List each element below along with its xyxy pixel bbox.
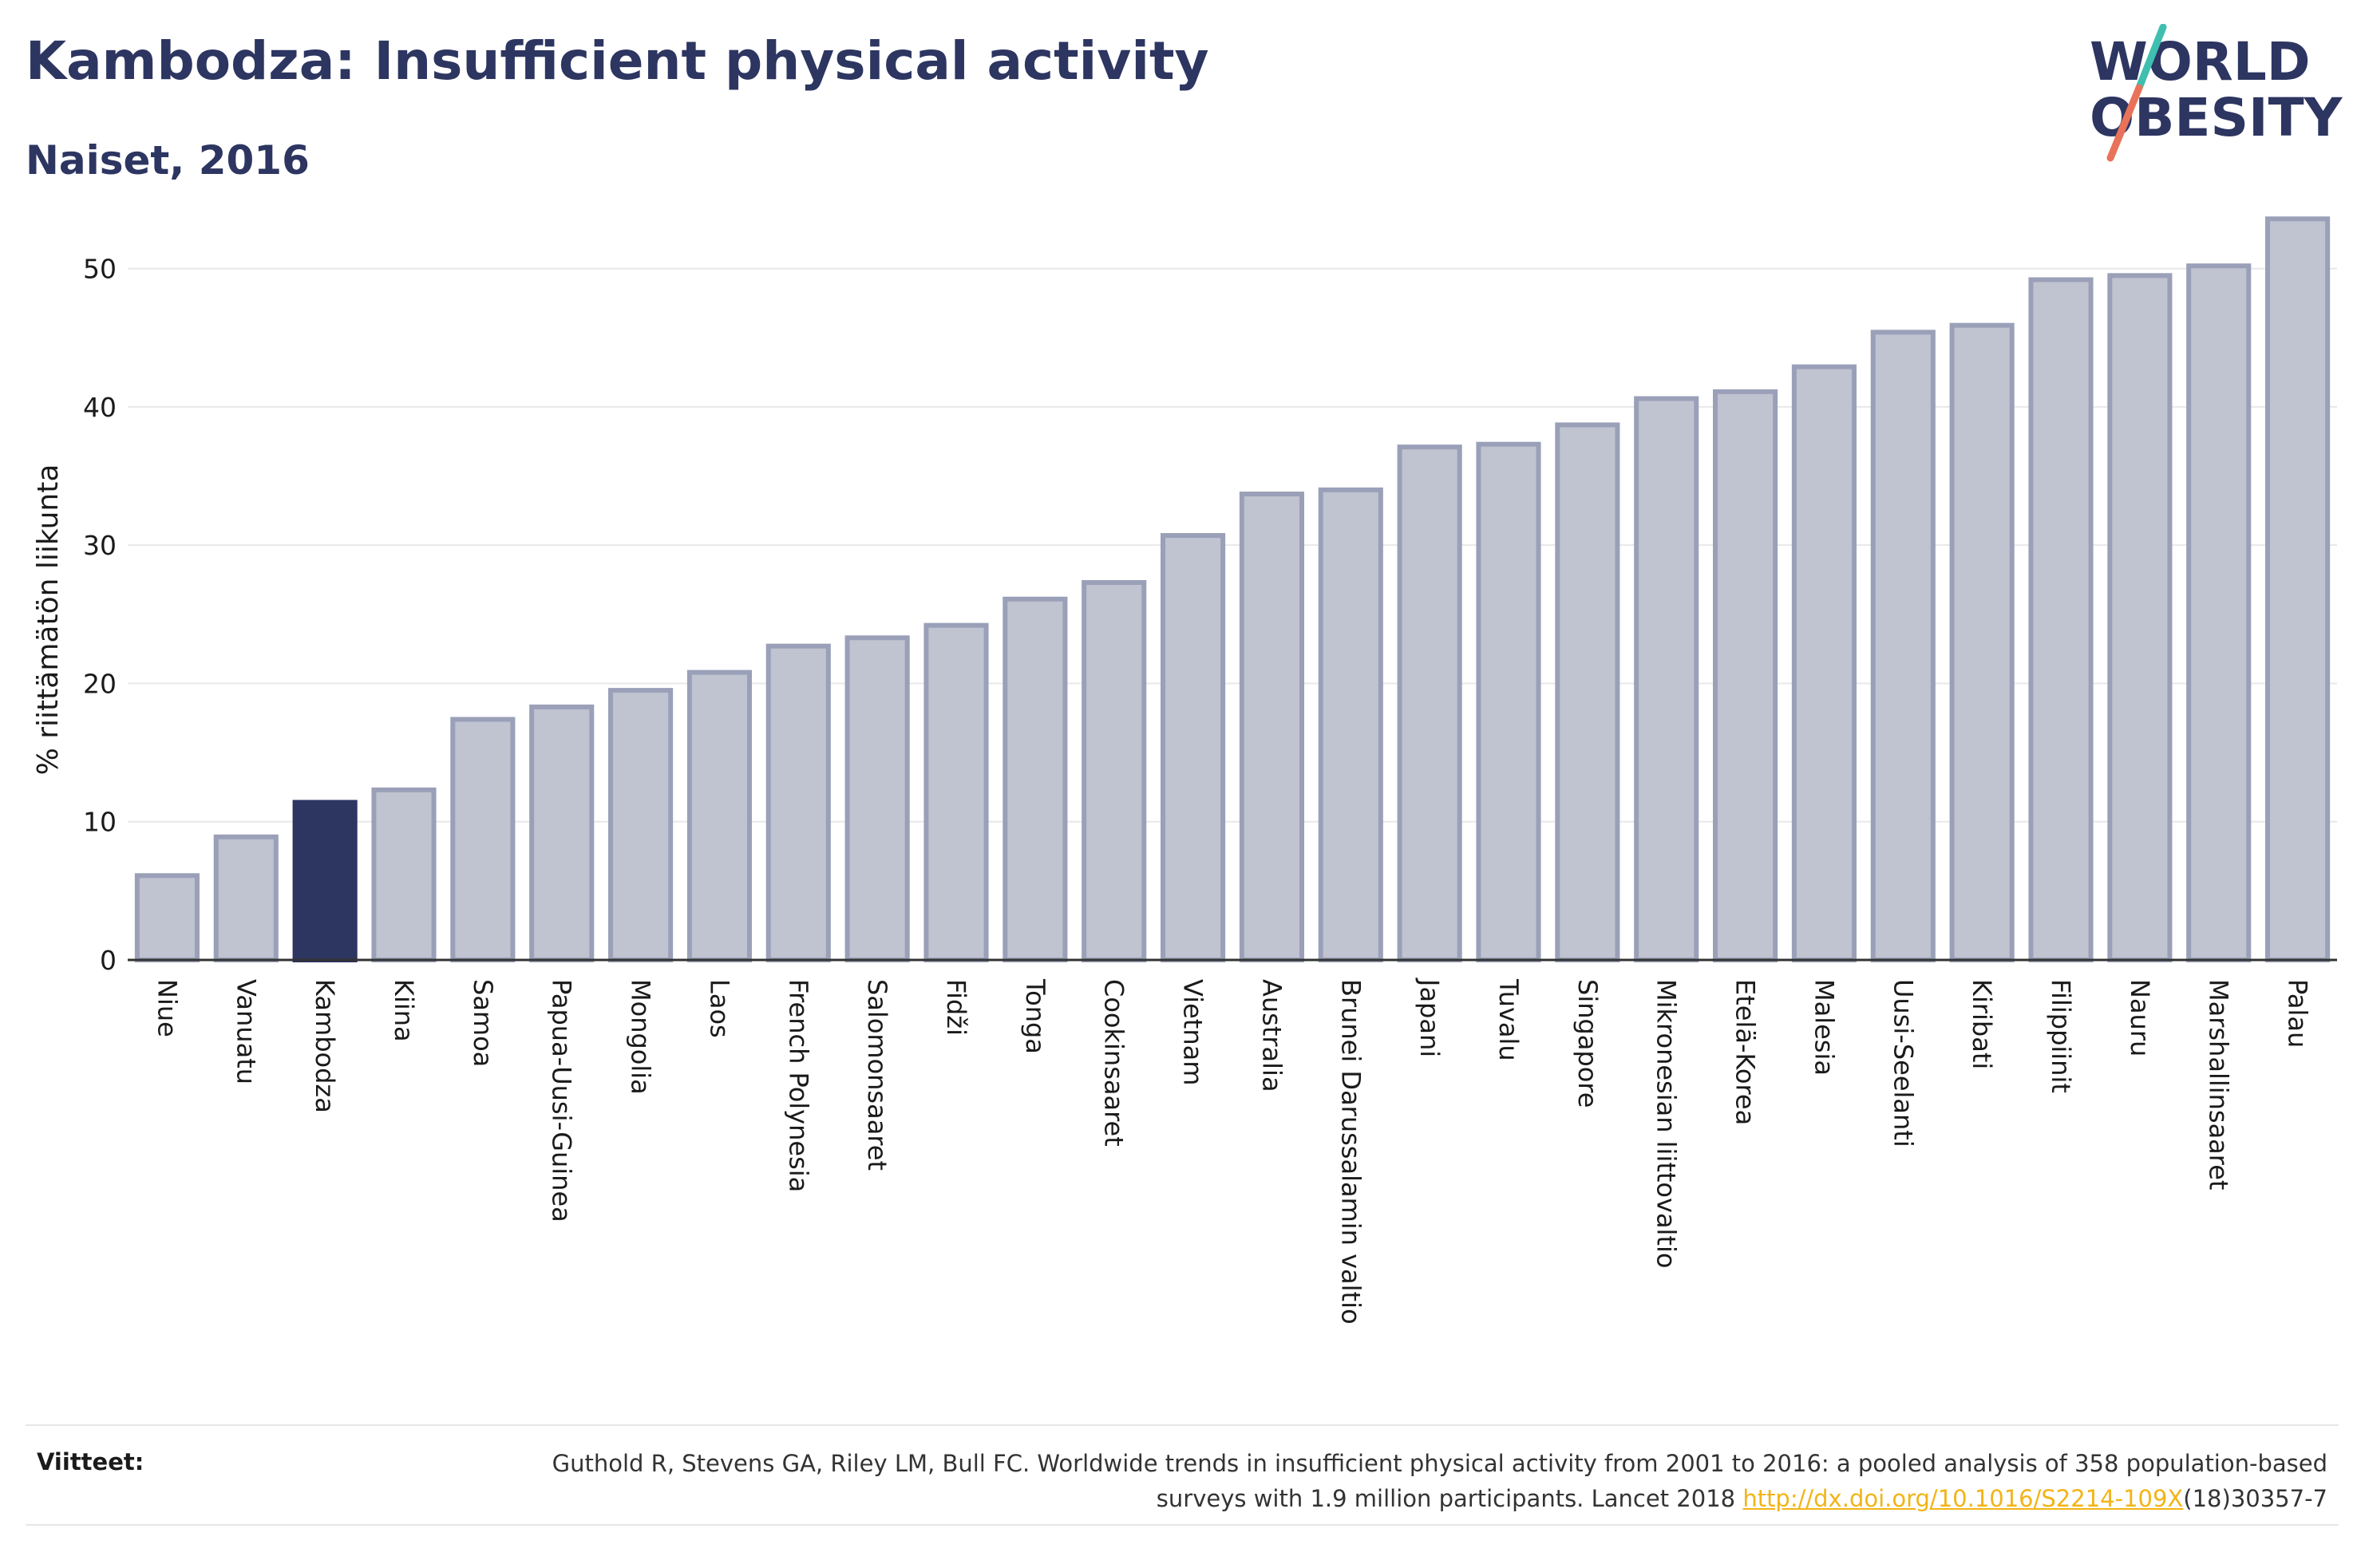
x-tick-label: Japani xyxy=(1414,978,1445,1057)
y-tick-label: 20 xyxy=(83,668,117,699)
chart-subtitle: Naiset, 2016 xyxy=(26,137,310,184)
logo-line-world: WORLD xyxy=(2090,31,2311,93)
x-tick-label: Samoa xyxy=(468,979,498,1067)
x-axis-labels: Niue Vanuatu Kambodza Kiina Samoa Papua-Uusi-… xyxy=(152,978,2312,1325)
x-tick-label: Filippiinit xyxy=(2046,979,2076,1093)
bar-papua-uusi-guinea xyxy=(529,704,595,962)
bar-salomonsaaret xyxy=(844,635,910,962)
references-label: Viitteet: xyxy=(37,1448,144,1475)
y-tick-label: 0 xyxy=(100,945,117,976)
bar-fid-i xyxy=(923,622,989,962)
x-tick-label: Singapore xyxy=(1572,979,1603,1108)
x-tick-label: Vanuatu xyxy=(231,979,261,1084)
bars xyxy=(134,216,2331,963)
y-tick-label: 30 xyxy=(83,530,117,561)
world-obesity-logo: WORLD OBESITY xyxy=(2090,24,2343,162)
x-tick-label: Tonga xyxy=(1020,978,1050,1054)
logo-slash-teal xyxy=(2135,24,2167,92)
x-tick-label: Papua-Uusi-Guinea xyxy=(547,979,577,1222)
bar-singapore xyxy=(1555,422,1620,962)
bar-vanuatu xyxy=(213,834,279,962)
bar-marshallinsaaret xyxy=(2186,263,2252,962)
x-tick-label: Marshallinsaaret xyxy=(2204,979,2234,1190)
reference-citation: Guthold R, Stevens GA, Riley LM, Bull FC… xyxy=(552,1450,2327,1512)
x-tick-label: Uusi-Seelanti xyxy=(1888,979,1918,1147)
x-tick-label: Laos xyxy=(704,979,734,1038)
y-axis-title: % riittämätön liikunta xyxy=(32,464,65,776)
bar-etel-korea xyxy=(1713,389,1778,962)
y-axis-ticks: 0 10 20 30 40 50 xyxy=(83,254,117,976)
x-tick-label: Palau xyxy=(2283,979,2313,1048)
bar-tuvalu xyxy=(1476,441,1541,962)
bar-french-polynesia xyxy=(765,643,831,962)
x-tick-label: Tuvalu xyxy=(1493,978,1524,1061)
x-tick-label: French Polynesia xyxy=(783,979,813,1192)
x-tick-label: Mongolia xyxy=(626,979,656,1095)
bar-vietnam xyxy=(1161,533,1226,962)
bar-kiina xyxy=(371,787,437,963)
y-tick-label: 50 xyxy=(83,254,117,285)
x-tick-label: Niue xyxy=(152,979,182,1037)
reference-text: Guthold R, Stevens GA, Riley LM, Bull FC… xyxy=(492,1446,2327,1516)
bar-cookinsaaret xyxy=(1082,579,1147,962)
x-tick-label: Cookinsaaret xyxy=(1099,979,1129,1147)
x-tick-label: Salomonsaaret xyxy=(862,979,892,1171)
bar-mongolia xyxy=(608,688,674,962)
bar-uusi-seelanti xyxy=(1870,330,1936,963)
bar-niue xyxy=(134,873,200,962)
bar-samoa xyxy=(450,717,516,962)
footer-divider-top xyxy=(26,1424,2339,1426)
bar-nauru xyxy=(2107,273,2173,962)
x-tick-label: Brunei Darussalamin valtio xyxy=(1335,979,1366,1325)
x-tick-label: Fidži xyxy=(941,979,971,1036)
bar-kiribati xyxy=(1949,322,2015,963)
bar-japani xyxy=(1397,444,1462,962)
footer-divider-bottom xyxy=(26,1524,2339,1526)
x-tick-label: Nauru xyxy=(2125,979,2155,1057)
x-tick-label: Malesia xyxy=(1809,979,1839,1076)
bar-palau xyxy=(2265,216,2331,962)
reference-citation-suffix: (18)30357-7 xyxy=(2183,1485,2327,1512)
x-tick-label: Mikronesian liittovaltio xyxy=(1651,979,1682,1268)
y-tick-label: 40 xyxy=(83,392,117,423)
bar-kambodza xyxy=(292,800,358,963)
x-tick-label: Etelä-Korea xyxy=(1730,979,1761,1125)
bar-chart: 0 10 20 30 40 50 Niue Vanuatu Kambodza Kiina Samo… xyxy=(32,216,2337,1325)
bar-filippiinit xyxy=(2028,277,2094,962)
bar-laos xyxy=(686,669,752,962)
bar-tonga xyxy=(1003,596,1068,962)
x-tick-label: Australia xyxy=(1256,979,1287,1092)
logo-slash-coral xyxy=(2106,84,2143,162)
chart-title: Kambodza: Insufficient physical activity xyxy=(26,30,1209,92)
x-tick-label: Vietnam xyxy=(1178,979,1208,1085)
x-tick-label: Kiina xyxy=(389,979,419,1042)
reference-doi-link[interactable]: http://dx.doi.org/10.1016/S2214-109X xyxy=(1742,1485,2184,1512)
bar-mikronesian-liittovaltio xyxy=(1634,396,1699,962)
bar-malesia xyxy=(1791,364,1857,963)
x-tick-label: Kiribati xyxy=(1967,979,1997,1069)
x-tick-label: Kambodza xyxy=(310,979,340,1113)
bar-brunei-darussalamin-valtio xyxy=(1318,487,1383,962)
bar-australia xyxy=(1239,492,1304,962)
y-tick-label: 10 xyxy=(83,807,117,838)
